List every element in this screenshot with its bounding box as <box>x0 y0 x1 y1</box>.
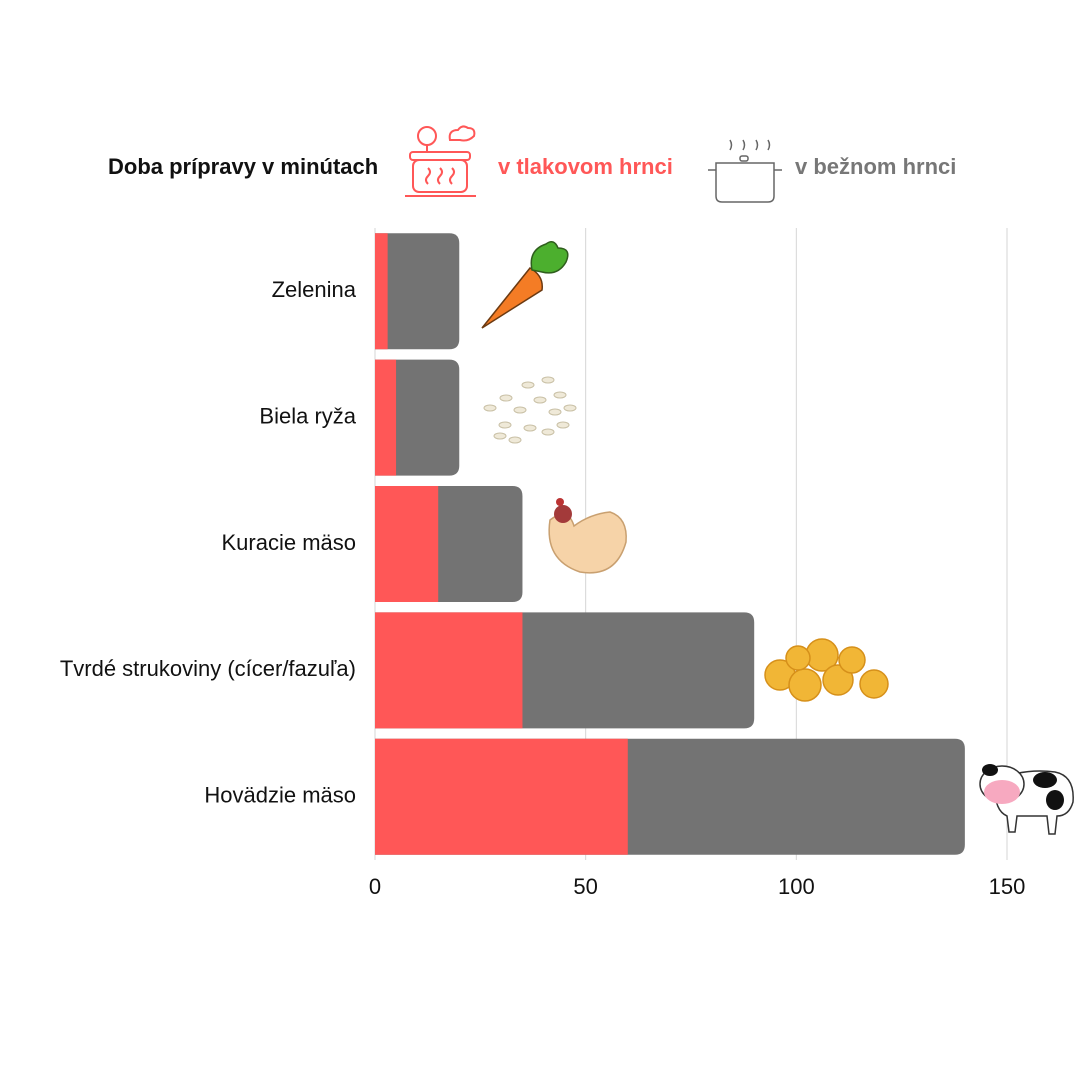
chicken-icon <box>548 498 627 574</box>
bar <box>375 486 439 602</box>
y-tick-label: Kuracie mäso <box>221 530 356 555</box>
y-tick-label: Tvrdé strukoviny (cícer/fazuľa) <box>60 656 356 681</box>
y-tick-label: Zelenina <box>272 277 357 302</box>
bar <box>375 738 628 855</box>
y-tick-label: Biela ryža <box>259 403 356 428</box>
chart-title: Doba prípravy v minútach <box>108 154 378 179</box>
x-tick-label: 0 <box>369 874 381 899</box>
legend-label: v bežnom hrnci <box>795 154 956 179</box>
chickpeas-icon <box>764 638 889 702</box>
legend-label: v tlakovom hrnci <box>498 154 673 179</box>
bar <box>375 359 397 476</box>
plot-area: 0 50 100 150 Zelenina Biela ryža Kuracie mäso T… <box>60 228 1026 899</box>
bar <box>375 233 460 350</box>
pressure-cooker-icon <box>405 125 476 197</box>
bar <box>375 233 388 350</box>
x-tick-label: 50 <box>573 874 597 899</box>
cow-icon <box>979 764 1074 835</box>
y-tick-label: Hovädzie mäso <box>204 783 356 808</box>
rice-icon <box>483 376 577 444</box>
x-tick-label: 100 <box>778 874 815 899</box>
carrot-icon <box>481 241 569 329</box>
x-tick-label: 150 <box>989 874 1026 899</box>
pot-icon <box>708 139 782 203</box>
bar <box>375 612 523 729</box>
